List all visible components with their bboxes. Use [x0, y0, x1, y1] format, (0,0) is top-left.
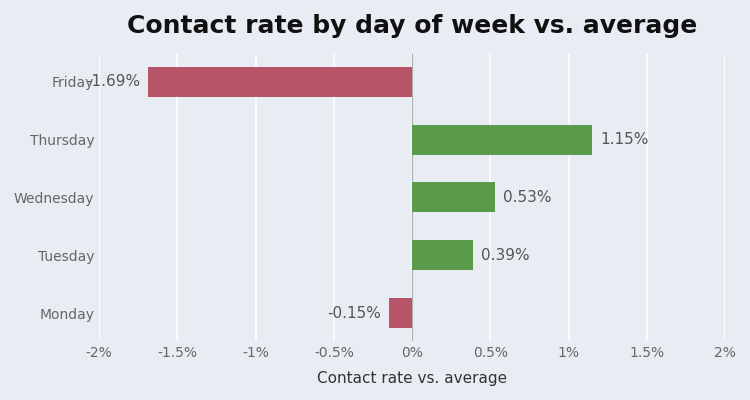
Bar [413, 182, 495, 212]
X-axis label: Contact rate vs. average: Contact rate vs. average [317, 371, 507, 386]
Text: 0.53%: 0.53% [503, 190, 551, 205]
Bar [148, 67, 412, 97]
Title: Contact rate by day of week vs. average: Contact rate by day of week vs. average [127, 14, 698, 38]
Text: -0.15%: -0.15% [327, 306, 381, 320]
Bar [388, 298, 412, 328]
Text: -1.69%: -1.69% [86, 74, 140, 89]
Bar [413, 240, 473, 270]
Text: 1.15%: 1.15% [600, 132, 648, 147]
Text: 0.39%: 0.39% [481, 248, 530, 263]
Bar [413, 124, 592, 155]
